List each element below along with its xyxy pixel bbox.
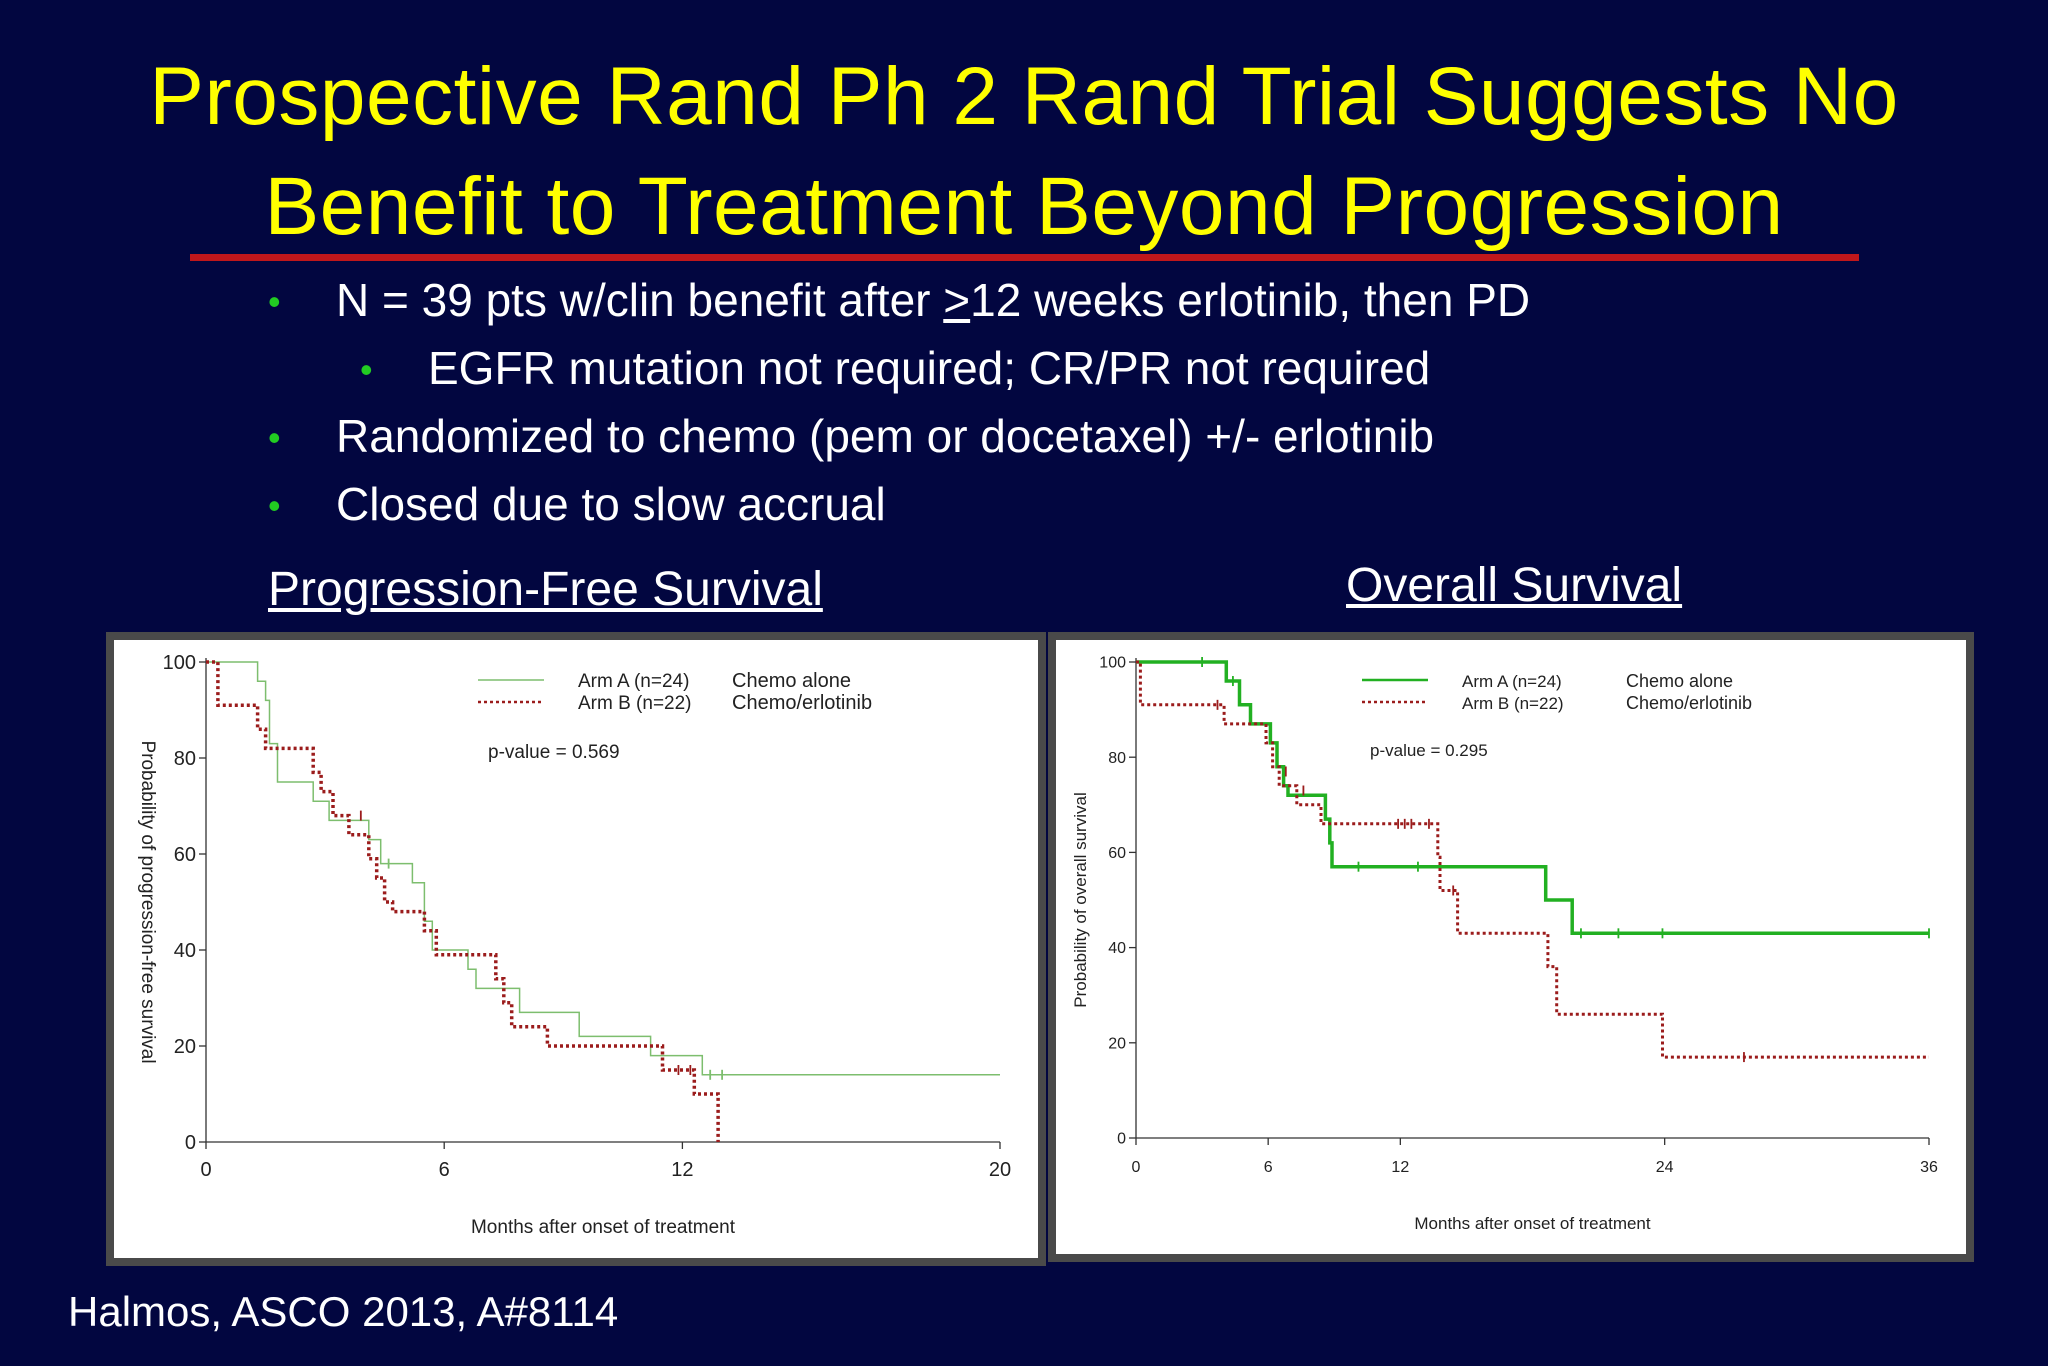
bullet-dot: • (268, 281, 281, 322)
y-tick-label: 40 (1108, 940, 1126, 957)
y-axis-label: Probability of progression-free survival (137, 740, 158, 1063)
legend-label: Arm B (n=22) (1462, 694, 1564, 713)
x-tick-label: 36 (1920, 1159, 1938, 1176)
x-tick-label: 20 (989, 1159, 1011, 1181)
legend-label: Arm B (n=22) (578, 693, 692, 714)
x-tick-label: 6 (439, 1159, 450, 1181)
bullet-dot: • (360, 349, 373, 390)
legend-label: Arm A (n=24) (1462, 672, 1562, 691)
os-chart-svg: 0 20 40 60 80 100 0 6 12 24 36 Months after onset o… (1071, 655, 1938, 1233)
slide-title-line-1: Prospective Rand Ph 2 Rand Trial Suggest… (149, 51, 1899, 142)
x-tick-label: 24 (1656, 1159, 1674, 1176)
pfs-chart-svg: 0 20 40 60 80 100 0 6 12 20 Months after onset of … (137, 652, 1011, 1238)
p-value-annotation: p-value = 0.295 (1370, 741, 1488, 760)
y-tick-label: 60 (174, 844, 196, 866)
legend-description: Chemo alone (732, 670, 851, 692)
citation: Halmos, ASCO 2013, A#8114 (68, 1288, 619, 1335)
y-tick-label: 0 (185, 1132, 196, 1154)
legend-description: Chemo alone (1626, 671, 1733, 691)
bullet-2-text: Randomized to chemo (pem or docetaxel) +… (336, 410, 1435, 462)
y-tick-label: 100 (1099, 655, 1126, 672)
slide-title: Prospective Rand Ph 2 Rand Trial Suggest… (0, 42, 2048, 262)
legend-label: Arm A (n=24) (578, 671, 689, 692)
x-tick-label: 0 (200, 1159, 211, 1181)
bullet-dot: • (268, 417, 281, 458)
series-line-arm-b (206, 660, 720, 1142)
bullet-3-text: Closed due to slow accrual (336, 478, 886, 530)
y-tick-label: 20 (1108, 1035, 1126, 1052)
legend-description: Chemo/erlotinib (1626, 693, 1752, 713)
bullet-1-text-ge-symbol: > (943, 274, 971, 326)
x-axis-label: Months after onset of treatment (1414, 1214, 1651, 1233)
x-tick-label: 12 (671, 1159, 693, 1181)
x-tick-label: 12 (1391, 1159, 1409, 1176)
x-tick-label: 0 (1132, 1159, 1141, 1176)
bullet-dot: • (268, 485, 281, 526)
y-tick-label: 20 (174, 1036, 196, 1058)
pfs-chart-title: Progression-Free Survival (268, 563, 823, 616)
p-value-annotation: p-value = 0.569 (488, 742, 620, 763)
series-line-arm-b (1136, 660, 1929, 1059)
x-axis-label: Months after onset of treatment (471, 1217, 736, 1238)
y-tick-label: 40 (174, 940, 196, 962)
title-underline-rule (190, 254, 1859, 261)
x-tick-label: 6 (1264, 1159, 1273, 1176)
y-tick-label: 80 (1108, 750, 1126, 767)
pfs-chart-panel: 0 20 40 60 80 100 0 6 12 20 Months after onset of … (106, 632, 1046, 1266)
bullet-1-text-post: 12 weeks erlotinib, then PD (970, 274, 1531, 326)
legend-description: Chemo/erlotinib (732, 692, 872, 714)
series-line-arm-a (206, 661, 1000, 1076)
y-tick-label: 0 (1117, 1131, 1126, 1148)
y-tick-label: 80 (174, 748, 196, 770)
y-tick-label: 60 (1108, 845, 1126, 862)
y-tick-label: 100 (163, 652, 196, 674)
os-chart-title: Overall Survival (1346, 559, 1683, 612)
y-axis-label: Probability of overall survival (1071, 792, 1090, 1007)
bullet-1-text-pre: N = 39 pts w/clin benefit after (336, 274, 944, 326)
series-line-arm-a (1136, 660, 1929, 936)
bullet-1-sub-1-text: EGFR mutation not required; CR/PR not re… (428, 342, 1431, 394)
os-chart-panel: 0 20 40 60 80 100 0 6 12 24 36 Months after onset o… (1048, 632, 1974, 1262)
slide-title-line-2: Benefit to Treatment Beyond Progression (264, 161, 1784, 252)
